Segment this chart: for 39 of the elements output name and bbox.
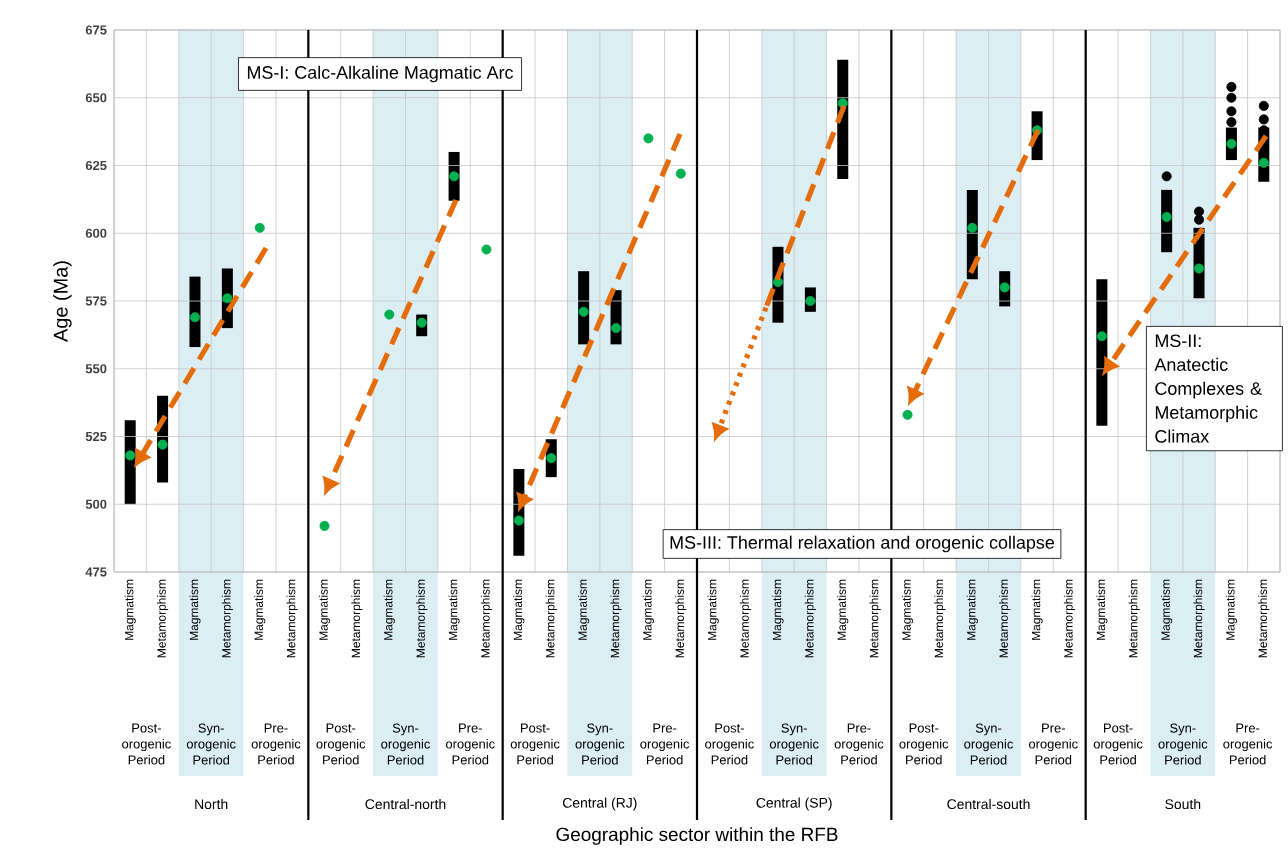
point [1226,117,1237,128]
y-axis-title: Age (Ma) [53,261,72,342]
point [1161,211,1172,222]
point [967,222,978,233]
annotation: MS-III: Thermal relaxation and orogenic collapse [670,535,1055,553]
point [157,439,168,450]
point [1258,100,1269,111]
point [1226,81,1237,92]
point [1194,263,1205,274]
point [546,453,557,464]
point [481,244,492,255]
point [611,323,622,334]
point [1194,206,1205,217]
point [125,450,136,461]
point [675,168,686,179]
annotation: MS-II: Anatectic Complexes & Metamorphic Climax [1154,334,1262,443]
point [643,133,654,144]
point [578,306,589,317]
point [902,409,913,420]
point [1258,114,1269,125]
point [513,515,524,526]
point [189,312,200,323]
point [222,293,233,304]
point [1226,138,1237,149]
point [999,282,1010,293]
point [1194,214,1205,225]
point [449,171,460,182]
point [1226,92,1237,103]
point [1226,106,1237,117]
text: Geographic sector within the RFB [556,827,838,845]
point [1258,157,1269,168]
point [805,296,816,306]
point [1161,171,1172,182]
point [319,520,330,531]
point [384,309,395,320]
annotation: MS-I: Calc-Alkaline Magmatic Arc [247,65,514,83]
point [254,222,265,233]
point [1096,331,1107,342]
point [416,317,427,328]
